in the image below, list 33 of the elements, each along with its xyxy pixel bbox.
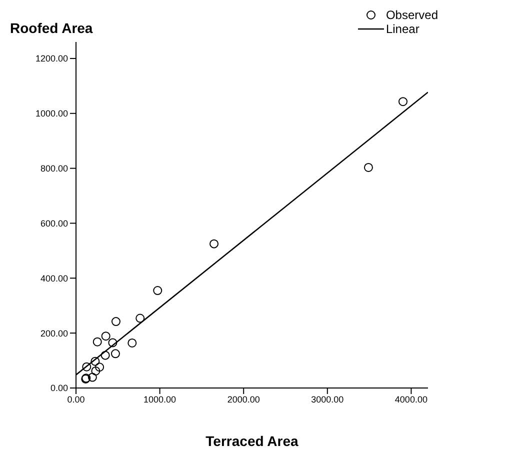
point xyxy=(108,338,118,348)
point xyxy=(91,366,100,376)
y-axis-title: Roofed Area xyxy=(10,20,93,36)
point xyxy=(210,239,219,248)
y-tick-label: 600.00 xyxy=(40,218,68,228)
legend-label: Linear xyxy=(386,22,420,36)
legend-label: Observed xyxy=(386,8,438,22)
y-tick-label: 0.00 xyxy=(50,383,68,394)
y-tick-label: 400.00 xyxy=(40,273,68,284)
point xyxy=(128,338,137,348)
x-tick-label: 4000.00 xyxy=(394,394,428,404)
point xyxy=(364,162,373,172)
x-tick-label: 2000.00 xyxy=(227,394,260,404)
point xyxy=(153,286,162,296)
y-tick-label: 1200.00 xyxy=(35,54,68,64)
point xyxy=(88,372,97,382)
point xyxy=(90,356,100,366)
point xyxy=(100,350,110,360)
y-tick-label: 200.00 xyxy=(40,328,68,338)
x-axis-title: Terraced Area xyxy=(206,433,298,449)
point xyxy=(92,337,102,346)
y-tick-label: 800.00 xyxy=(40,164,68,174)
point xyxy=(398,97,408,106)
x-tick-label: 1000.00 xyxy=(144,394,176,404)
x-tick-label: 0.00 xyxy=(67,394,85,404)
point xyxy=(82,362,92,372)
x-tick-label: 3000.00 xyxy=(311,394,344,404)
point xyxy=(110,349,120,358)
point xyxy=(95,362,104,372)
point xyxy=(101,332,110,341)
point xyxy=(111,317,120,326)
point xyxy=(136,314,145,323)
y-tick-label: 1000.00 xyxy=(35,108,68,119)
